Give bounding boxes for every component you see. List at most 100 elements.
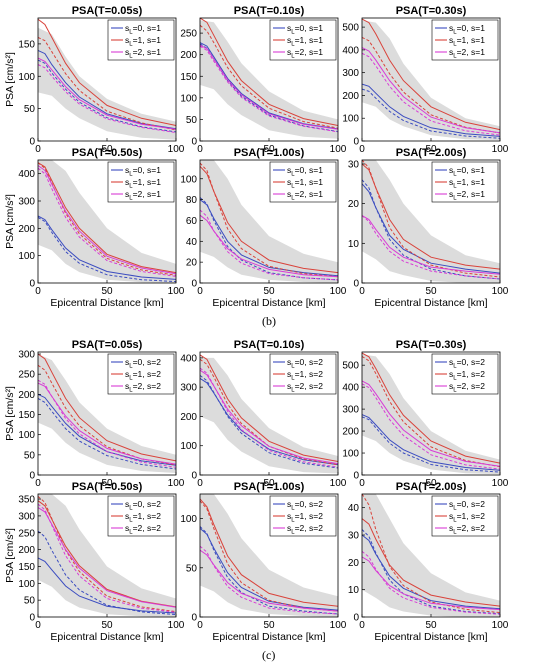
series-line-sL2-dashed bbox=[362, 215, 500, 280]
series-line-sL0-solid bbox=[38, 393, 176, 466]
chart-title: PSA(T=0.10s) bbox=[234, 5, 305, 17]
series-line-sL2-solid bbox=[200, 369, 338, 465]
x-tick-label: 0 bbox=[197, 478, 203, 489]
uncertainty-band bbox=[38, 160, 176, 283]
legend-entry: sL=0, s=2 bbox=[449, 499, 485, 512]
x-tick-label: 100 bbox=[330, 620, 347, 631]
x-tick-label: 100 bbox=[168, 286, 185, 297]
y-tick-label: 400 bbox=[180, 353, 197, 364]
x-tick-label: 100 bbox=[330, 144, 347, 155]
series-line-sL1-dashed bbox=[200, 24, 338, 129]
y-tick-label: 0 bbox=[29, 279, 35, 290]
y-tick-label: 30 bbox=[348, 531, 360, 542]
x-tick-label: 50 bbox=[263, 478, 275, 489]
series-line-sL2-solid bbox=[362, 47, 500, 134]
x-tick-label: 50 bbox=[101, 478, 113, 489]
y-tick-label: 100 bbox=[342, 449, 359, 460]
legend-entry: sL=0, s=1 bbox=[449, 23, 485, 36]
legend-entry: sL=2, s=2 bbox=[449, 523, 485, 536]
legend: sL=0, s=1sL=1, s=1sL=2, s=1 bbox=[269, 161, 337, 203]
caption-b: (b) bbox=[262, 314, 276, 328]
x-axis-label: Epicentral Distance [km] bbox=[212, 631, 325, 643]
x-tick-label: 0 bbox=[359, 144, 365, 155]
series-line-sL0-dashed bbox=[362, 88, 500, 139]
y-tick-label: 200 bbox=[18, 545, 35, 556]
legend-entry: sL=2, s=2 bbox=[287, 523, 323, 536]
series-line-sL0-dashed bbox=[200, 526, 338, 615]
y-tick-label: 80 bbox=[186, 195, 198, 206]
uncertainty-band bbox=[200, 160, 338, 283]
legend-entry: sL=0, s=1 bbox=[287, 165, 323, 178]
legend-entry: sL=0, s=2 bbox=[449, 357, 485, 370]
legend: sL=0, s=2sL=1, s=2sL=2, s=2 bbox=[269, 353, 337, 395]
uncertainty-band bbox=[362, 20, 500, 141]
legend: sL=0, s=1sL=1, s=1sL=2, s=1 bbox=[107, 161, 175, 203]
legend: sL=0, s=2sL=1, s=2sL=2, s=2 bbox=[107, 353, 175, 395]
series-line-sL0-dashed bbox=[362, 416, 500, 473]
series-line-sL1-solid bbox=[200, 165, 338, 274]
x-tick-label: 0 bbox=[359, 478, 365, 489]
chart-title: PSA(T=1.00s) bbox=[234, 481, 305, 493]
x-tick-label: 100 bbox=[492, 144, 509, 155]
series-line-sL1-solid bbox=[362, 18, 500, 131]
series-line-sL2-dashed bbox=[200, 545, 338, 615]
y-tick-label: 100 bbox=[180, 174, 197, 185]
legend-entry: sL=0, s=2 bbox=[125, 499, 161, 512]
uncertainty-band bbox=[200, 357, 338, 474]
y-tick-label: 50 bbox=[186, 115, 198, 126]
y-tick-label: 20 bbox=[348, 199, 360, 210]
caption-c: (c) bbox=[262, 648, 276, 662]
x-tick-label: 100 bbox=[492, 478, 509, 489]
chart-panel: 0 50 100 150 0 50 100 PSA(T=0.05s) PSA [cm/s²] sL… bbox=[4, 5, 185, 155]
chart-panel: 0 10 20 30 40 0 50 100 PSA(T=2.00s) Epicentral Di… bbox=[348, 481, 509, 643]
series-line-sL0-solid bbox=[362, 83, 500, 137]
legend-entry: sL=1, s=2 bbox=[125, 369, 161, 382]
x-tick-label: 0 bbox=[359, 286, 365, 297]
series-line-sL1-dashed bbox=[362, 160, 500, 278]
y-tick-label: 0 bbox=[29, 471, 35, 482]
plot-area bbox=[38, 160, 176, 283]
y-tick-label: 40 bbox=[348, 503, 360, 514]
legend: sL=0, s=2sL=1, s=2sL=2, s=2 bbox=[269, 495, 337, 537]
y-tick-label: 150 bbox=[18, 410, 35, 421]
series-line-sL0-solid bbox=[200, 377, 338, 466]
legend-entry: sL=1, s=2 bbox=[287, 511, 323, 524]
legend-entry: sL=2, s=1 bbox=[449, 189, 485, 202]
x-tick-label: 50 bbox=[425, 144, 437, 155]
legend: sL=0, s=2sL=1, s=2sL=2, s=2 bbox=[431, 495, 499, 537]
chart-panel: 0 20 40 60 80 100 0 50 100 PSA(T=1.00s) Epicentral… bbox=[180, 147, 346, 309]
series-line-sL0-dashed bbox=[200, 375, 338, 469]
y-axis-label: PSA [cm/s²] bbox=[4, 386, 16, 441]
y-tick-label: 100 bbox=[342, 114, 359, 125]
y-tick-label: 500 bbox=[342, 361, 359, 372]
y-tick-label: 400 bbox=[342, 45, 359, 56]
y-tick-label: 40 bbox=[186, 237, 198, 248]
x-tick-label: 50 bbox=[101, 620, 113, 631]
uncertainty-band bbox=[362, 354, 500, 475]
legend: sL=0, s=2sL=1, s=2sL=2, s=2 bbox=[431, 353, 499, 395]
y-tick-label: 0 bbox=[29, 613, 35, 624]
chart-panel: 0 100 200 300 400 500 0 50 100 PSA(T=0.30s) sL=0, … bbox=[342, 339, 508, 489]
series-line-sL1-solid bbox=[200, 354, 338, 462]
y-tick-label: 0 bbox=[353, 613, 359, 624]
series-line-sL2-solid bbox=[38, 57, 176, 130]
series-line-sL2-solid bbox=[38, 165, 176, 275]
y-tick-label: 50 bbox=[186, 563, 198, 574]
x-tick-label: 0 bbox=[35, 478, 41, 489]
series-line-sL1-solid bbox=[362, 518, 500, 607]
legend-entry: sL=1, s=1 bbox=[287, 177, 323, 190]
chart-title: PSA(T=0.05s) bbox=[72, 339, 143, 351]
x-tick-label: 0 bbox=[35, 286, 41, 297]
legend: sL=0, s=1sL=1, s=1sL=2, s=1 bbox=[431, 161, 499, 203]
x-axis-label: Epicentral Distance [km] bbox=[374, 297, 487, 309]
legend-entry: sL=0, s=1 bbox=[449, 165, 485, 178]
chart-title: PSA(T=0.30s) bbox=[396, 5, 467, 17]
series-line-sL2-solid bbox=[362, 380, 500, 467]
series-line-sL1-dashed bbox=[200, 358, 338, 466]
chart-title: PSA(T=0.30s) bbox=[396, 339, 467, 351]
chart-title: PSA(T=1.00s) bbox=[234, 147, 305, 159]
y-tick-label: 350 bbox=[18, 495, 35, 506]
series-line-sL2-dashed bbox=[38, 379, 176, 468]
y-tick-label: 100 bbox=[18, 72, 35, 83]
y-tick-label: 400 bbox=[18, 169, 35, 180]
